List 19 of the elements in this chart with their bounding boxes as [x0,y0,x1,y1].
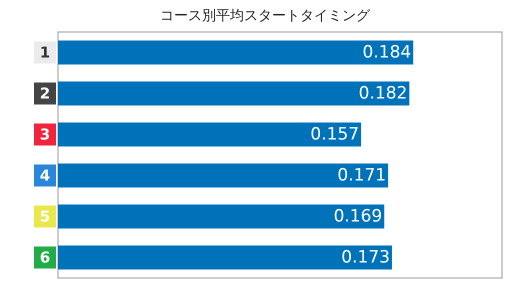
y-tick-label: 5 [40,208,50,226]
bar [58,40,414,64]
data-label: 0.173 [341,248,390,268]
data-label: 0.182 [358,84,408,104]
bar [58,122,362,146]
y-tick-label: 6 [40,248,50,266]
bar [58,82,410,106]
chart-title: コース別平均スタートタイミング [160,8,371,24]
data-label: 0.169 [334,206,382,226]
y-tick-label: 2 [40,84,50,102]
bar [58,246,392,270]
bar [58,204,384,228]
data-label: 0.171 [337,166,386,186]
bar [58,164,388,188]
y-tick-label: 4 [40,166,50,184]
data-label: 0.184 [362,42,412,62]
y-tick-label: 1 [40,44,50,62]
y-tick-label: 3 [40,126,50,144]
data-label: 0.157 [310,124,360,144]
